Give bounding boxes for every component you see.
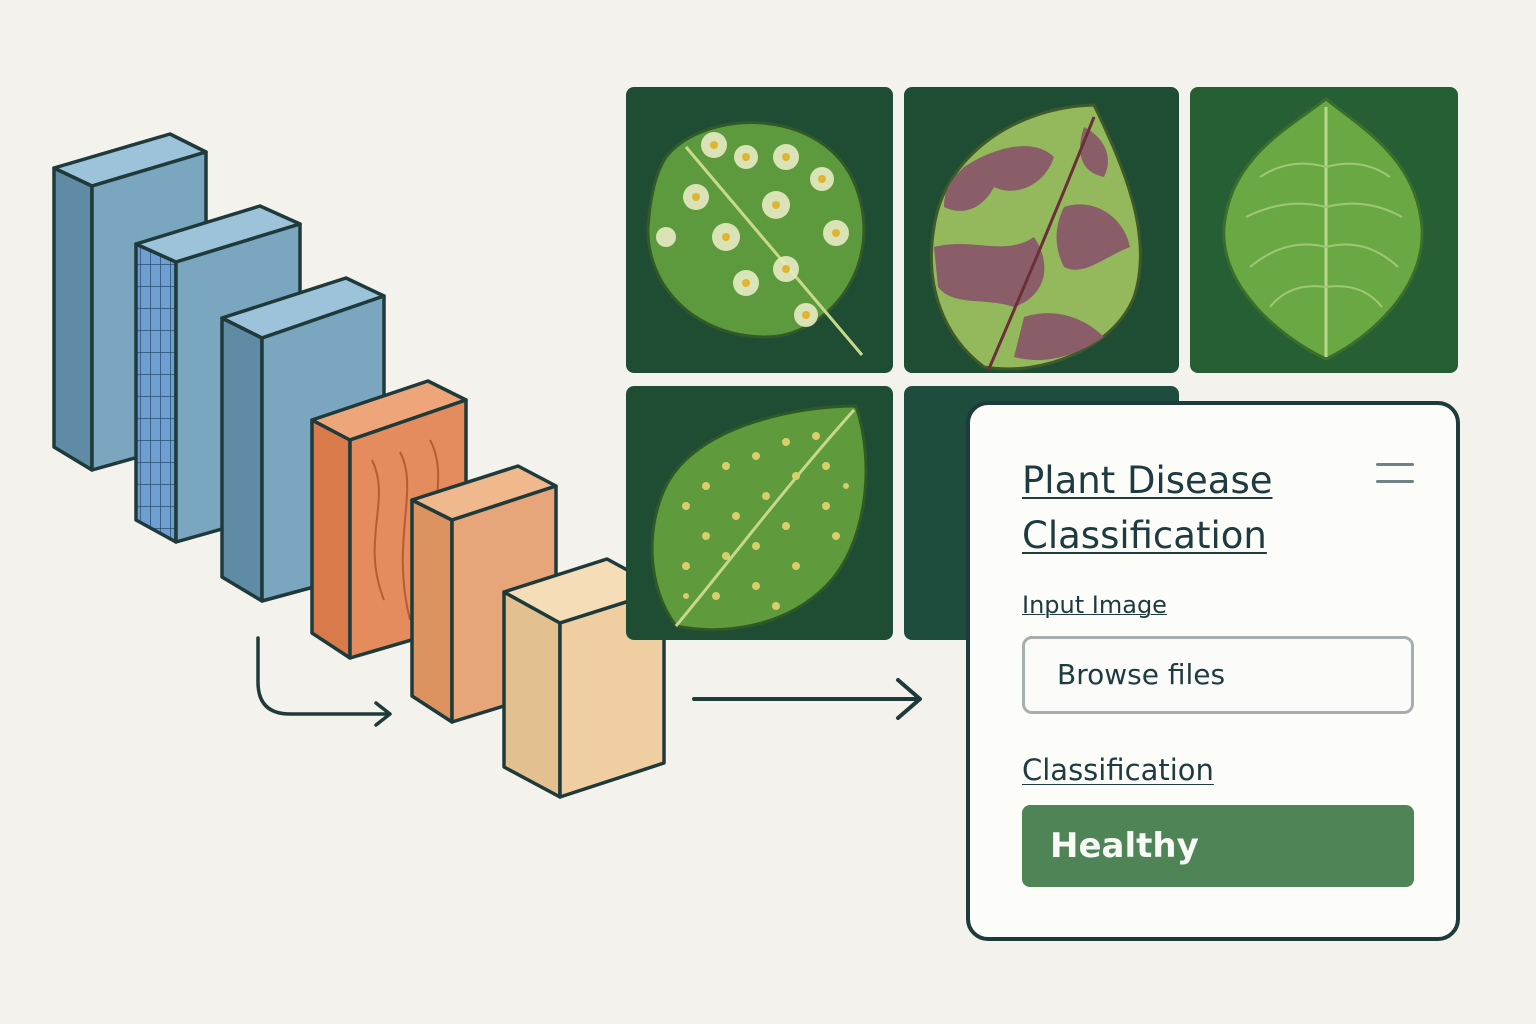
input-image-label: Input Image <box>1022 591 1167 619</box>
leaf-image <box>929 103 1142 372</box>
output-block <box>502 557 666 799</box>
arrow-right-icon <box>692 678 922 720</box>
leaf-image <box>646 121 866 356</box>
leaf-image <box>650 404 868 632</box>
leaf-tile-blight <box>904 87 1179 373</box>
page-title: Plant Disease Classification <box>1022 459 1273 557</box>
leaf-tile-white-spots <box>626 87 893 373</box>
classification-panel: Plant Disease Classification Input Image… <box>966 401 1460 941</box>
classification-result: Healthy <box>1022 805 1414 887</box>
menu-icon[interactable] <box>1376 461 1414 485</box>
curved-arrow-icon <box>256 636 392 727</box>
classification-label: Classification <box>1022 753 1214 787</box>
leaf-tile-healthy <box>1190 87 1458 373</box>
browse-files-button[interactable]: Browse files <box>1022 636 1414 714</box>
leaf-tile-speckled <box>626 386 893 640</box>
leaf-image <box>1222 97 1424 361</box>
